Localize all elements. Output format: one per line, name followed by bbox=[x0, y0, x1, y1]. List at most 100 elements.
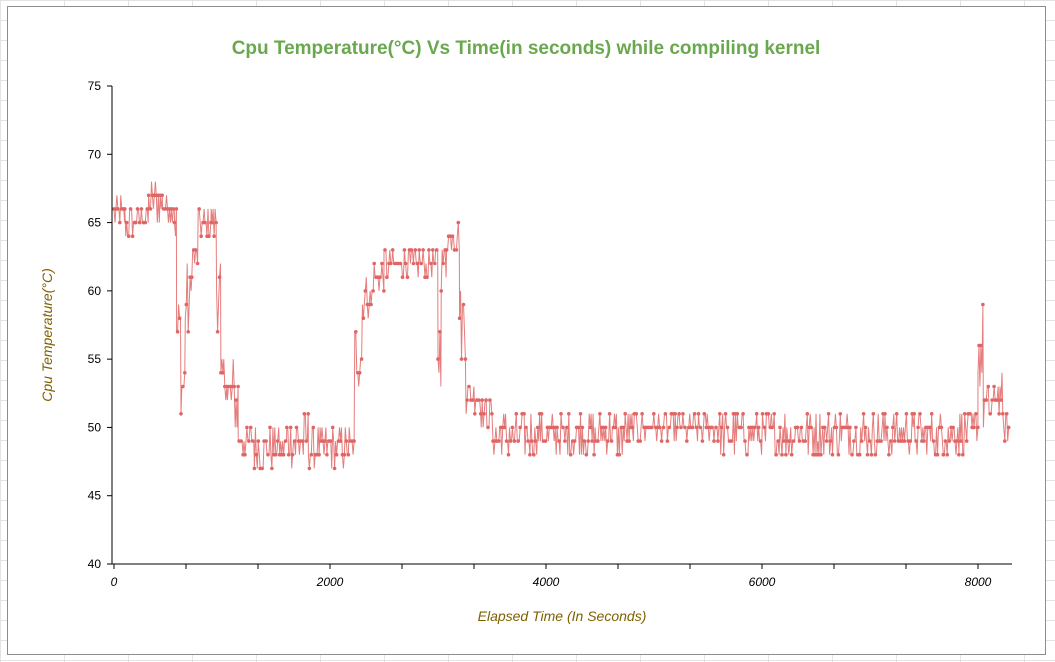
data-point bbox=[828, 439, 833, 443]
data-point bbox=[311, 425, 316, 430]
x-tick-label: 8000 bbox=[965, 575, 992, 589]
data-point bbox=[369, 302, 373, 307]
data-point bbox=[172, 220, 177, 225]
data-point bbox=[904, 412, 909, 416]
data-point bbox=[139, 207, 144, 211]
data-point bbox=[171, 207, 176, 211]
y-tick-label: 75 bbox=[88, 79, 102, 93]
data-point bbox=[964, 439, 969, 443]
data-point bbox=[417, 248, 422, 252]
data-point bbox=[281, 452, 286, 457]
data-point bbox=[568, 452, 573, 457]
data-point bbox=[650, 425, 654, 430]
data-point bbox=[883, 412, 887, 416]
data-point bbox=[959, 439, 963, 443]
data-point bbox=[588, 425, 592, 430]
data-point bbox=[488, 398, 492, 402]
data-point bbox=[146, 193, 151, 198]
data-point bbox=[402, 248, 407, 252]
data-point bbox=[974, 412, 978, 416]
data-point bbox=[212, 234, 216, 238]
data-point bbox=[725, 425, 730, 430]
data-point bbox=[745, 452, 749, 457]
data-point bbox=[681, 412, 685, 416]
data-point bbox=[685, 439, 689, 443]
data-point bbox=[352, 439, 356, 443]
y-tick-label: 45 bbox=[88, 489, 102, 503]
data-point bbox=[935, 452, 940, 457]
data-point bbox=[270, 466, 274, 471]
data-point bbox=[421, 248, 425, 252]
data-point bbox=[826, 412, 831, 416]
data-point bbox=[838, 412, 843, 416]
data-point bbox=[160, 193, 164, 198]
data-point bbox=[889, 439, 893, 443]
data-point bbox=[137, 220, 142, 225]
data-point bbox=[603, 425, 608, 430]
data-point bbox=[434, 248, 439, 252]
data-point bbox=[294, 425, 299, 430]
data-point bbox=[539, 412, 544, 416]
data-point bbox=[288, 425, 293, 430]
data-point bbox=[559, 412, 563, 416]
data-point bbox=[203, 220, 207, 225]
data-point bbox=[951, 425, 955, 430]
data-point bbox=[266, 452, 270, 457]
data-point bbox=[1006, 425, 1011, 430]
data-point bbox=[292, 439, 297, 443]
data-point bbox=[957, 452, 961, 457]
data-point bbox=[197, 207, 201, 211]
data-point bbox=[596, 439, 600, 443]
data-point bbox=[984, 398, 989, 402]
data-point bbox=[741, 412, 745, 416]
data-point bbox=[986, 384, 991, 389]
data-point bbox=[922, 439, 926, 443]
y-tick-label: 55 bbox=[88, 352, 102, 366]
data-point bbox=[429, 261, 433, 266]
data-point bbox=[380, 261, 384, 266]
data-point bbox=[334, 452, 339, 457]
data-point bbox=[522, 412, 526, 416]
data-point bbox=[805, 412, 810, 416]
data-point bbox=[274, 452, 278, 457]
data-point bbox=[590, 439, 594, 443]
data-point bbox=[403, 261, 408, 266]
data-point bbox=[799, 425, 804, 430]
data-point bbox=[234, 398, 238, 402]
data-point bbox=[819, 452, 823, 457]
data-point bbox=[411, 261, 416, 266]
data-point bbox=[617, 452, 622, 457]
data-point bbox=[657, 425, 662, 430]
data-point bbox=[789, 452, 794, 457]
data-point bbox=[382, 289, 386, 293]
data-point bbox=[459, 357, 464, 361]
data-point bbox=[780, 452, 784, 457]
data-point bbox=[325, 452, 329, 457]
chart-title: Cpu Temperature(°C) Vs Time(in seconds) … bbox=[232, 38, 821, 59]
data-point bbox=[879, 439, 883, 443]
y-tick-label: 60 bbox=[88, 284, 102, 298]
data-point bbox=[184, 302, 189, 307]
data-point bbox=[215, 330, 220, 334]
data-point bbox=[854, 425, 858, 430]
data-point bbox=[508, 439, 513, 443]
data-point bbox=[714, 425, 718, 430]
data-point bbox=[836, 452, 841, 457]
data-point bbox=[723, 412, 728, 416]
data-point bbox=[130, 234, 135, 238]
data-point bbox=[286, 452, 291, 457]
data-point bbox=[533, 439, 538, 443]
data-point bbox=[563, 439, 567, 443]
data-point bbox=[721, 452, 726, 457]
data-point bbox=[528, 452, 532, 457]
data-point bbox=[867, 439, 872, 443]
data-point bbox=[441, 261, 446, 266]
data-point bbox=[439, 289, 444, 293]
data-point bbox=[186, 330, 190, 334]
data-point bbox=[663, 412, 668, 416]
data-point bbox=[543, 439, 548, 443]
data-point bbox=[361, 316, 366, 321]
data-point bbox=[992, 384, 996, 389]
data-point bbox=[743, 439, 747, 443]
data-point bbox=[456, 220, 461, 225]
